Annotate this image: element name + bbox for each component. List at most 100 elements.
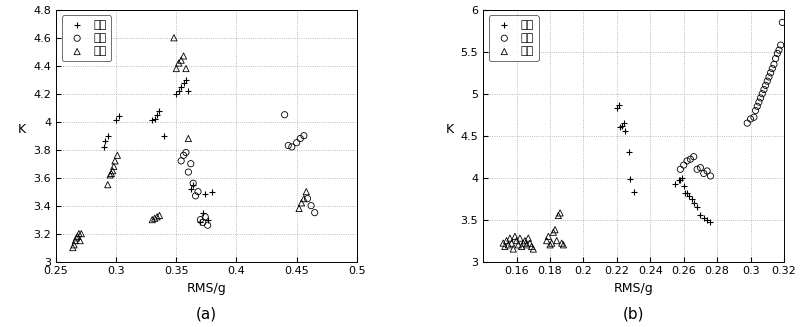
正常 bbox=[502, 242, 514, 248]
正常 bbox=[509, 234, 522, 239]
裂纹 bbox=[701, 217, 714, 222]
磨损 bbox=[744, 116, 757, 122]
正常 bbox=[153, 213, 166, 218]
磨损 bbox=[749, 108, 762, 113]
正常 bbox=[102, 182, 114, 187]
裂纹 bbox=[112, 113, 125, 119]
正常 bbox=[497, 241, 510, 246]
裂纹 bbox=[672, 178, 685, 183]
磨损 bbox=[694, 165, 707, 170]
裂纹 bbox=[676, 175, 689, 180]
正常 bbox=[150, 214, 163, 219]
正常 bbox=[146, 217, 158, 222]
磨损 bbox=[282, 143, 294, 148]
正常 bbox=[549, 227, 562, 232]
正常 bbox=[515, 244, 528, 249]
磨损 bbox=[301, 196, 314, 201]
X-axis label: RMS/g: RMS/g bbox=[186, 282, 226, 295]
正常 bbox=[172, 60, 185, 66]
正常 bbox=[300, 189, 313, 194]
正常 bbox=[498, 244, 511, 249]
Y-axis label: K: K bbox=[446, 123, 454, 136]
磨损 bbox=[290, 140, 303, 145]
磨损 bbox=[298, 133, 310, 138]
磨损 bbox=[294, 136, 306, 141]
正常 bbox=[174, 58, 187, 63]
裂纹 bbox=[182, 88, 194, 94]
裂纹 bbox=[110, 118, 122, 123]
裂纹 bbox=[194, 220, 206, 225]
正常 bbox=[167, 35, 180, 41]
X-axis label: RMS/g: RMS/g bbox=[614, 282, 654, 295]
磨损 bbox=[767, 62, 780, 67]
裂纹 bbox=[148, 116, 161, 122]
裂纹 bbox=[612, 103, 625, 108]
磨损 bbox=[189, 193, 202, 198]
磨损 bbox=[698, 171, 710, 176]
磨损 bbox=[199, 214, 212, 219]
磨损 bbox=[704, 173, 717, 179]
磨损 bbox=[687, 154, 700, 159]
Text: (a): (a) bbox=[196, 307, 217, 322]
正常 bbox=[555, 241, 568, 246]
正常 bbox=[544, 242, 557, 248]
正常 bbox=[66, 245, 79, 250]
裂纹 bbox=[199, 192, 212, 197]
裂纹 bbox=[690, 204, 703, 210]
磨损 bbox=[756, 91, 769, 96]
磨损 bbox=[674, 167, 686, 172]
正常 bbox=[557, 242, 570, 248]
裂纹 bbox=[619, 128, 632, 133]
正常 bbox=[109, 158, 122, 164]
磨损 bbox=[741, 120, 754, 126]
裂纹 bbox=[150, 112, 163, 117]
正常 bbox=[522, 235, 534, 241]
裂纹 bbox=[158, 133, 170, 138]
正常 bbox=[293, 206, 306, 211]
正常 bbox=[107, 164, 120, 169]
磨损 bbox=[766, 66, 778, 71]
正常 bbox=[70, 235, 83, 240]
磨损 bbox=[681, 158, 694, 164]
磨损 bbox=[762, 74, 775, 79]
裂纹 bbox=[617, 120, 630, 126]
裂纹 bbox=[99, 139, 112, 144]
磨损 bbox=[191, 189, 204, 194]
正常 bbox=[111, 153, 124, 158]
正常 bbox=[527, 247, 540, 252]
正常 bbox=[510, 238, 523, 243]
裂纹 bbox=[624, 177, 637, 182]
正常 bbox=[68, 242, 81, 248]
正常 bbox=[71, 234, 84, 239]
正常 bbox=[106, 168, 119, 173]
磨损 bbox=[278, 112, 291, 117]
磨损 bbox=[197, 220, 210, 225]
正常 bbox=[520, 242, 533, 248]
磨损 bbox=[286, 144, 298, 149]
裂纹 bbox=[186, 182, 199, 187]
正常 bbox=[550, 238, 563, 243]
裂纹 bbox=[622, 150, 635, 155]
裂纹 bbox=[153, 108, 166, 113]
磨损 bbox=[202, 223, 214, 228]
正常 bbox=[182, 136, 194, 141]
裂纹 bbox=[669, 182, 682, 187]
正常 bbox=[177, 53, 190, 59]
正常 bbox=[542, 234, 554, 239]
正常 bbox=[518, 238, 531, 243]
磨损 bbox=[305, 203, 318, 208]
Legend: 裂纹, 磨损, 正常: 裂纹, 磨损, 正常 bbox=[62, 15, 111, 61]
裂纹 bbox=[179, 77, 192, 82]
裂纹 bbox=[170, 91, 182, 96]
磨损 bbox=[747, 115, 760, 120]
裂纹 bbox=[206, 189, 219, 194]
正常 bbox=[500, 238, 513, 243]
裂纹 bbox=[146, 118, 158, 123]
裂纹 bbox=[694, 213, 707, 218]
正常 bbox=[523, 241, 536, 246]
裂纹 bbox=[98, 144, 110, 149]
磨损 bbox=[758, 87, 770, 92]
正常 bbox=[75, 231, 88, 236]
裂纹 bbox=[678, 183, 690, 189]
裂纹 bbox=[674, 178, 686, 183]
